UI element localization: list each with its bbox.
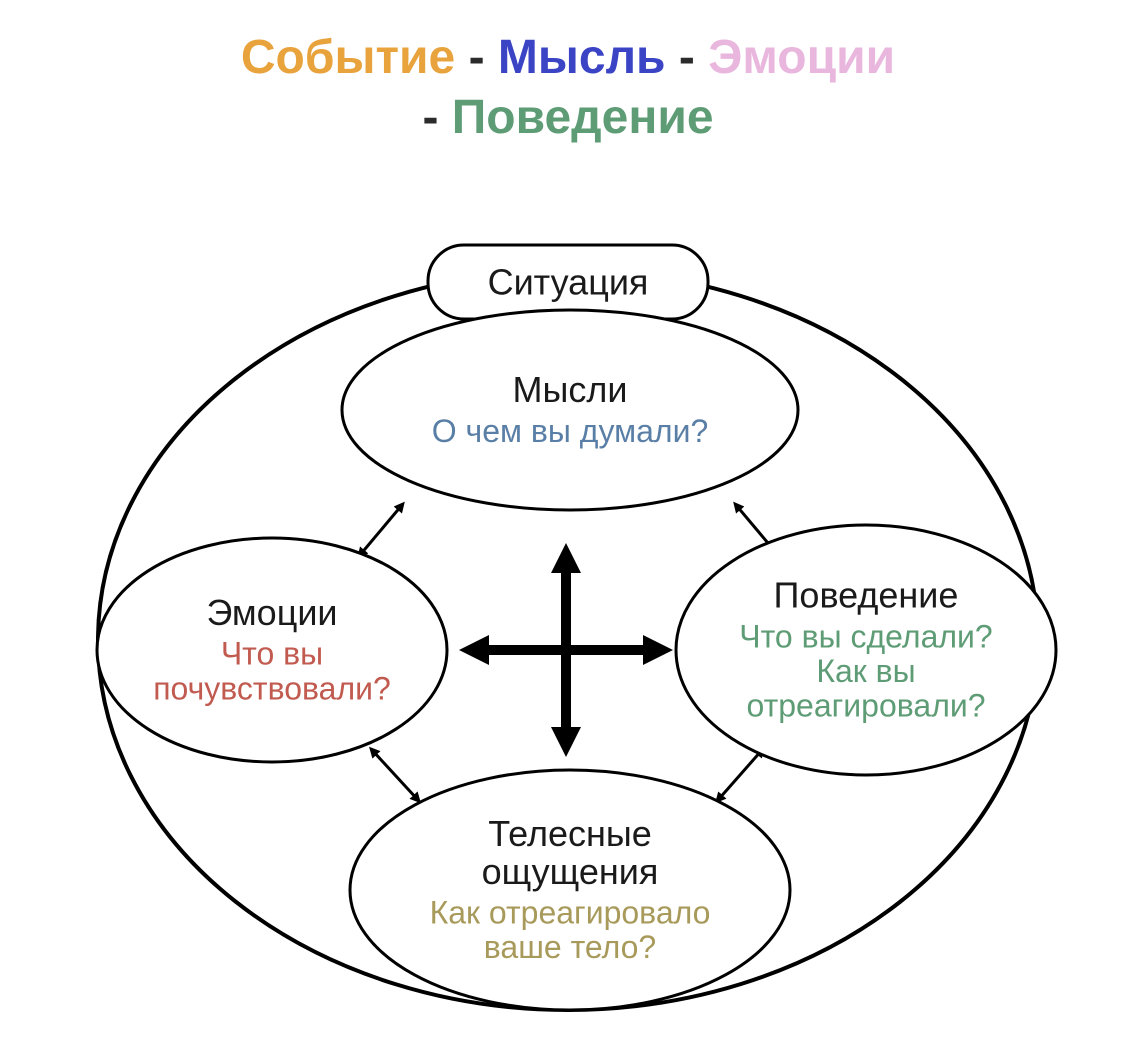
link-arrow [360, 505, 402, 555]
node-behavior-sub: Как вы [816, 653, 915, 689]
node-thoughts-sub: О чем вы думали? [432, 413, 708, 449]
node-emotions-sub: Что вы [221, 636, 323, 672]
node-emotions-title: Эмоции [206, 592, 337, 633]
node-behavior-title: Поведение [774, 575, 959, 616]
node-behavior-sub: Что вы сделали? [739, 618, 992, 654]
node-body-sub: Как отреагировало [430, 895, 711, 931]
node-emotions-sub: почувствовали? [153, 670, 391, 706]
node-behavior-sub: отреагировали? [746, 688, 985, 724]
cbt-diagram: СитуацияМыслиО чем вы думали?ЭмоцииЧто в… [0, 0, 1136, 1052]
node-body-title: ощущения [482, 851, 659, 892]
situation-label: Ситуация [488, 262, 649, 303]
node-thoughts-title: Мысли [513, 369, 628, 410]
link-arrow [372, 750, 418, 800]
node-body-title: Телесные [488, 813, 652, 854]
link-arrow [718, 750, 762, 800]
node-body-sub: ваше тело? [484, 929, 656, 965]
